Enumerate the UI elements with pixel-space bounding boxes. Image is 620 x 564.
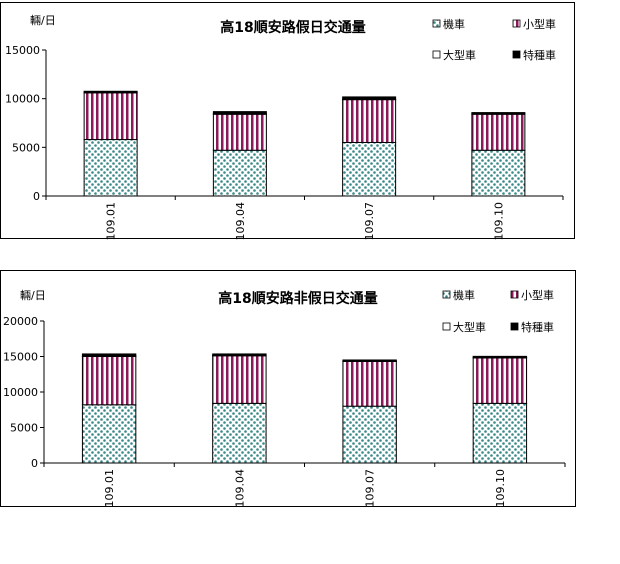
bar-segment-1 bbox=[212, 402, 267, 464]
y-tick-label: 5000 bbox=[10, 422, 38, 435]
bar-segment-4 bbox=[212, 353, 267, 356]
bar-segment-4 bbox=[472, 355, 528, 358]
bar-segment-4 bbox=[342, 359, 397, 362]
bar-segment-1 bbox=[212, 149, 267, 197]
bar-segment-4 bbox=[471, 112, 526, 115]
y-tick-label: 0 bbox=[33, 190, 40, 203]
bar-segment-2 bbox=[342, 360, 397, 407]
bar-segment-1 bbox=[472, 402, 528, 464]
bar-segment-1 bbox=[471, 149, 526, 197]
x-tick-label: 109.01 bbox=[103, 469, 116, 508]
x-tick-label: 109.07 bbox=[363, 202, 376, 241]
legend-swatch-4 bbox=[510, 322, 519, 331]
y-tick-label: 0 bbox=[31, 457, 38, 470]
y-tick-label: 10000 bbox=[5, 93, 40, 106]
y-tick-label: 15000 bbox=[5, 44, 40, 57]
x-tick-label: 109.01 bbox=[105, 202, 118, 241]
bar-segment-4 bbox=[81, 353, 137, 357]
bar-segment-2 bbox=[212, 355, 267, 404]
bar-segment-2 bbox=[471, 113, 526, 151]
chart-holiday: 高18順安路假日交通量 輛/日 0 5000 10000 15000 109.01 109.0… bbox=[5, 13, 564, 241]
bar-segment-1 bbox=[342, 405, 397, 464]
bar-segment-2 bbox=[83, 92, 138, 141]
x-tick-label: 109.04 bbox=[233, 469, 246, 508]
chart-title: 高18順安路非假日交通量 bbox=[218, 290, 377, 307]
y-tick-label: 20000 bbox=[3, 315, 38, 328]
legend-label-2: 小型車 bbox=[523, 17, 556, 31]
legend-swatch-3 bbox=[442, 322, 451, 331]
bar-segment-4 bbox=[212, 111, 267, 115]
x-tick-label: 109.07 bbox=[364, 469, 377, 508]
legend-label-1: 機車 bbox=[443, 17, 465, 31]
y-axis-unit-label: 輛/日 bbox=[20, 288, 46, 302]
y-axis-unit-label: 輛/日 bbox=[30, 13, 56, 27]
chart-panel-holiday: 高18順安路假日交通量 輛/日 0 5000 10000 15000 109.01 109.0… bbox=[0, 2, 575, 241]
bar-segment-2 bbox=[81, 356, 137, 406]
legend-label-4: 特種車 bbox=[523, 48, 556, 62]
chart-weekday: 高18順安路非假日交通量 輛/日 0 5000 10000 15000 20000 109.0… bbox=[3, 288, 566, 508]
bar-segment-1 bbox=[342, 141, 397, 197]
legend-swatch-1 bbox=[432, 19, 441, 28]
x-tick-label: 109.04 bbox=[234, 202, 247, 241]
legend-swatch-4 bbox=[512, 50, 521, 59]
bar-segment-1 bbox=[83, 139, 138, 197]
legend-label-1: 機車 bbox=[453, 288, 475, 302]
x-tick-label: 109.10 bbox=[492, 202, 505, 241]
bar-segment-2 bbox=[472, 357, 528, 404]
legend-label-4: 特種車 bbox=[521, 320, 554, 334]
x-tick-label: 109.10 bbox=[494, 469, 507, 508]
legend-label-2: 小型車 bbox=[521, 288, 554, 302]
chart-panel-weekday: 高18順安路非假日交通量 輛/日 0 5000 10000 15000 20000 109.0… bbox=[0, 270, 576, 508]
legend-swatch-3 bbox=[432, 50, 441, 59]
bar-segment-4 bbox=[342, 96, 397, 100]
y-tick-label: 5000 bbox=[12, 141, 40, 154]
bar-segment-2 bbox=[342, 99, 397, 143]
legend-label-3: 大型車 bbox=[453, 320, 486, 334]
legend-swatch-1 bbox=[442, 290, 451, 299]
y-tick-label: 10000 bbox=[3, 386, 38, 399]
bar-segment-4 bbox=[83, 90, 138, 93]
y-tick-label: 15000 bbox=[3, 351, 38, 364]
legend-swatch-2 bbox=[512, 19, 521, 28]
bar-segment-2 bbox=[212, 113, 267, 151]
legend-label-3: 大型車 bbox=[443, 48, 476, 62]
chart-title: 高18順安路假日交通量 bbox=[220, 19, 365, 36]
bar-segment-1 bbox=[81, 404, 137, 464]
legend-swatch-2 bbox=[510, 290, 519, 299]
